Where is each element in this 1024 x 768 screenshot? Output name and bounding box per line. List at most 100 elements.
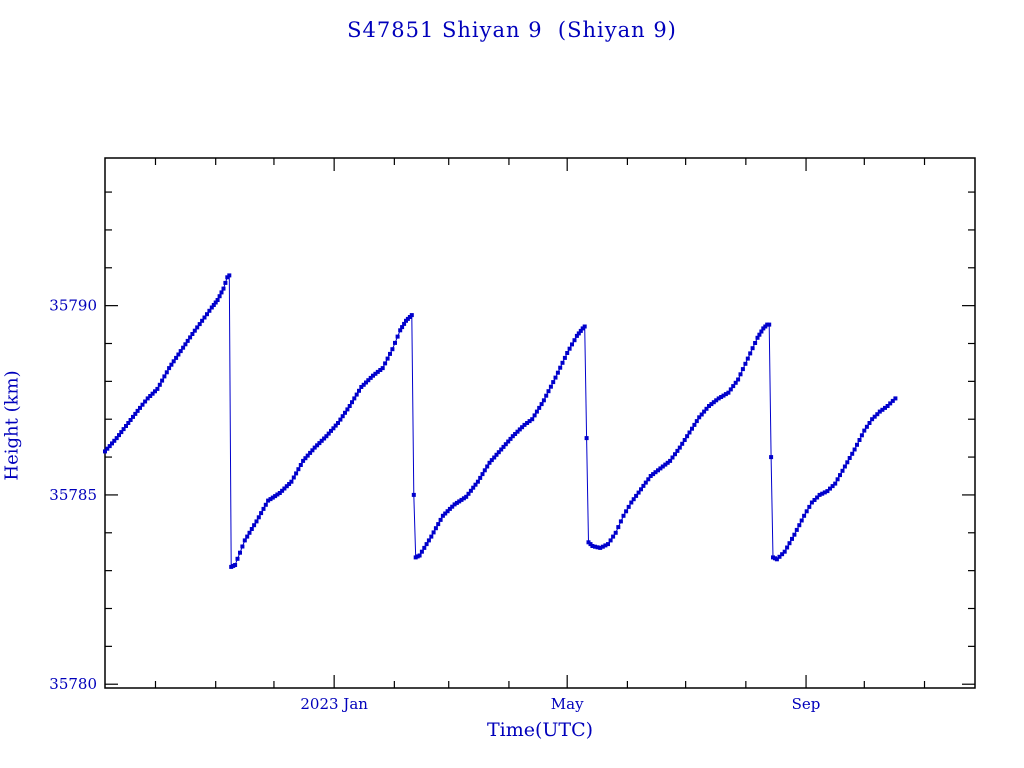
data-point-marker [845, 460, 850, 465]
data-point-marker [357, 388, 361, 393]
data-point-marker [820, 491, 825, 496]
data-point-marker [629, 500, 634, 505]
data-point-marker [128, 418, 133, 422]
data-point-marker [188, 335, 193, 340]
data-point-marker [459, 497, 464, 502]
data-point-marker [759, 329, 764, 334]
data-point-marker [867, 421, 872, 425]
data-point-marker [385, 356, 390, 361]
data-point-marker [426, 538, 431, 543]
data-point-marker [728, 387, 733, 392]
data-point-marker [240, 544, 245, 549]
data-point-marker [792, 532, 797, 537]
data-point-marker [541, 398, 546, 403]
data-point-marker [639, 487, 643, 492]
data-point-marker [252, 523, 257, 528]
data-point-marker [817, 492, 822, 497]
data-point-marker [809, 500, 814, 505]
data-point-marker [608, 538, 613, 543]
data-point-marker [178, 349, 183, 354]
data-point-marker [578, 328, 583, 333]
data-point-marker [480, 472, 485, 477]
data-point-marker [317, 441, 322, 446]
data-point-marker [303, 456, 308, 461]
data-point-marker [284, 484, 289, 489]
data-point-marker [534, 409, 539, 414]
data-point-marker [482, 468, 487, 473]
data-point-marker [235, 556, 240, 561]
data-point-marker [711, 400, 716, 405]
data-point-marker [682, 438, 687, 442]
data-point-marker [852, 447, 857, 452]
data-point-marker [880, 407, 885, 412]
data-point-marker [494, 452, 499, 457]
data-point-marker [750, 346, 755, 351]
data-point-marker [395, 334, 400, 339]
data-point-marker [126, 421, 131, 425]
data-point-marker [261, 506, 266, 511]
data-point-marker [200, 318, 205, 323]
data-point-marker [621, 513, 626, 518]
data-point-marker [238, 550, 242, 555]
data-point-marker [390, 347, 395, 352]
data-point-marker [807, 504, 812, 509]
data-point-marker [513, 432, 518, 436]
data-point-marker [626, 504, 631, 509]
data-point-marker [352, 396, 357, 401]
data-point-marker [757, 332, 762, 337]
data-point-marker [567, 346, 572, 351]
data-line [104, 274, 896, 568]
data-point-marker [489, 458, 494, 463]
data-point-marker [804, 509, 809, 514]
data-point-marker [603, 543, 608, 548]
data-point-marker [660, 464, 665, 469]
data-point-marker [532, 413, 537, 418]
data-point-marker [368, 375, 373, 380]
data-point-marker [777, 554, 782, 559]
data-point-marker [280, 488, 285, 493]
x-tick-label: May [551, 695, 584, 713]
data-point-marker [105, 446, 110, 451]
data-point-marker [305, 453, 310, 458]
x-tick-label: Sep [792, 695, 821, 713]
data-point-marker [329, 428, 333, 433]
data-point-marker [888, 401, 893, 406]
data-point-marker [211, 303, 216, 307]
data-point-marker [461, 496, 466, 501]
data-point-marker [343, 410, 347, 415]
data-point-marker [192, 328, 197, 333]
data-point-marker [373, 371, 378, 376]
data-point-marker [885, 404, 890, 408]
data-point-marker [753, 341, 758, 345]
data-point-marker [454, 500, 459, 505]
data-point-marker [517, 427, 522, 432]
data-point-marker [227, 273, 232, 278]
data-point-marker [840, 468, 845, 473]
data-point-marker [375, 369, 380, 374]
data-point-marker [636, 490, 641, 495]
data-point-marker [558, 365, 563, 370]
data-point-marker [870, 417, 875, 422]
data-point-marker [658, 466, 663, 471]
data-point-marker [822, 490, 827, 495]
data-point-marker [366, 378, 371, 383]
data-point-marker [107, 444, 112, 449]
data-point-marker [371, 373, 375, 378]
data-point-marker [378, 368, 383, 372]
data-point-marker [510, 434, 515, 439]
data-point-marker [296, 467, 301, 472]
data-point-marker [164, 370, 169, 375]
data-point-marker [790, 536, 794, 541]
data-point-marker [835, 477, 840, 482]
data-point-marker [553, 375, 558, 380]
data-point-marker [828, 486, 832, 491]
data-point-marker [740, 367, 745, 372]
data-point-marker [213, 300, 218, 305]
data-point-marker [797, 523, 802, 528]
data-point-marker [721, 393, 726, 398]
data-point-marker [217, 294, 222, 299]
data-point-marker [103, 449, 107, 454]
data-point-marker [417, 553, 422, 558]
data-point-marker [422, 545, 427, 550]
